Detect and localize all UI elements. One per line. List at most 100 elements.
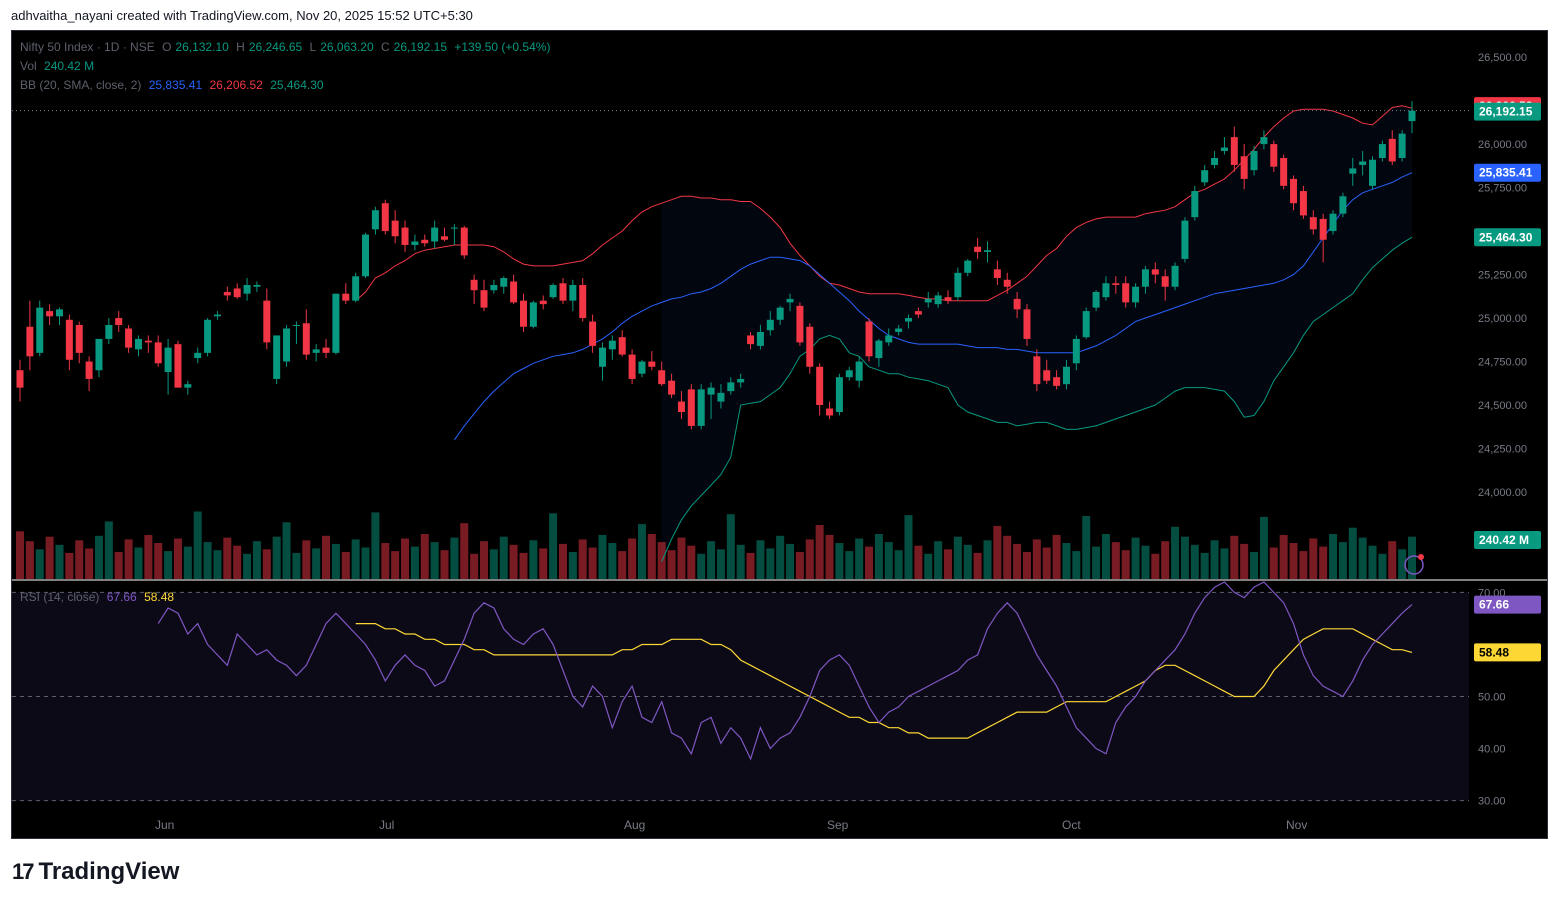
volume-bar [697,553,706,579]
candle-body [638,361,646,374]
candle-body [668,380,676,395]
candle-body [1122,283,1130,303]
candle-body [223,291,231,296]
volume-bar [558,543,567,579]
bb-label[interactable]: BB (20, SMA, close, 2) [20,78,142,92]
candle-body [174,344,182,388]
candle-body [835,377,843,412]
volume-bar [213,550,222,579]
candle-body [233,288,241,298]
tradingview-mark-icon: 17 [12,859,35,884]
candle-body [164,347,172,372]
candle-body [598,347,606,367]
chart-pane[interactable]: 26,500.00 26,000.00 25,750.00 25,250.00 25,0… [11,30,1548,839]
candle-body [737,378,745,383]
candle-body [1369,159,1377,186]
candle-body [569,284,577,301]
candle-body [786,298,794,303]
candle-body [1211,157,1219,165]
volume-bar [1072,551,1081,579]
volume-bar [1240,543,1249,579]
candle-body [302,323,310,355]
alert-icon [1404,555,1424,575]
volume-bar [884,542,893,579]
candle-body [1290,178,1298,204]
volume-bar [1092,546,1101,579]
low-value: 26,063.20 [320,40,374,54]
candle-body [1023,309,1031,339]
candle-body [115,318,123,326]
candle-body [332,293,340,353]
candle-body [65,319,73,360]
volume-bar [272,536,281,579]
candle-body [1349,168,1357,174]
volume-bar [707,541,716,579]
candle-body [1191,191,1199,218]
candle-body [1319,218,1327,240]
candle-body [677,401,685,412]
volume-bar [1259,516,1268,579]
volume-bar [312,548,321,579]
rsi-tick-label: 40.00 [1478,744,1506,756]
candle-body [519,300,527,327]
volume-bar [1013,543,1022,579]
volume-bar [1319,546,1328,579]
candle-body [1309,217,1317,230]
volume-bar [35,549,44,579]
volume-bar [598,534,607,579]
rsi-tick-label: 30.00 [1478,796,1506,808]
price-tick-label: 24,250.00 [1478,444,1527,456]
volume-bar [1042,547,1051,579]
volume-bar [1388,541,1397,579]
alert-dot-icon [1418,554,1424,560]
rsi-ma-tag-bg [1474,643,1541,662]
volume-legend: Vol 240.42 M [20,59,98,73]
volume-bar [766,548,775,579]
candle-body [865,321,873,357]
volume-bar [1368,545,1377,579]
volume-bar [549,513,558,579]
volume-bar [1171,526,1180,579]
candle-body [826,408,834,416]
candle-body [964,260,972,273]
candle-body [263,300,271,343]
candle-body [194,352,202,359]
volume-bar [1220,548,1229,579]
rsi-label[interactable]: RSI (14, close) [20,590,100,604]
candle-body [954,272,962,298]
close-label: C [380,40,390,54]
candle-body [1053,377,1061,386]
candle-body [875,340,883,359]
volume-bar [1180,536,1189,579]
candle-body [273,335,281,379]
volume-bar [75,540,84,579]
bb-fill [661,105,1412,562]
candle-body [855,361,863,381]
volume-bar [894,550,903,579]
candle-body [411,241,419,245]
volume-bar [440,550,449,579]
tradingview-logo[interactable]: 17 TradingView [12,858,179,886]
rsi-line [157,581,1413,761]
candle-body [806,326,814,367]
volume-bar [716,549,725,579]
candle-body [1062,366,1070,385]
candle-body [510,281,518,303]
candle-body [55,309,63,317]
rsi-ma-line [355,623,1413,739]
volume-label[interactable]: Vol [20,59,37,73]
candle-body [26,326,34,357]
volume-bar [1022,552,1031,579]
basis-tag-bg [1474,163,1541,182]
candle-body [125,328,133,348]
candle-body [312,349,320,353]
candle-body [342,293,350,301]
volume-bar [963,544,972,579]
candle-body [253,284,261,287]
candle-body [95,338,103,371]
symbol-name[interactable]: Nifty 50 Index · 1D · NSE [20,40,155,54]
volume-bar [845,551,854,579]
chart-canvas[interactable]: 26,500.00 26,000.00 25,750.00 25,250.00 25,0… [12,31,1548,839]
volume-bar [578,539,587,579]
candle-body [845,370,853,378]
